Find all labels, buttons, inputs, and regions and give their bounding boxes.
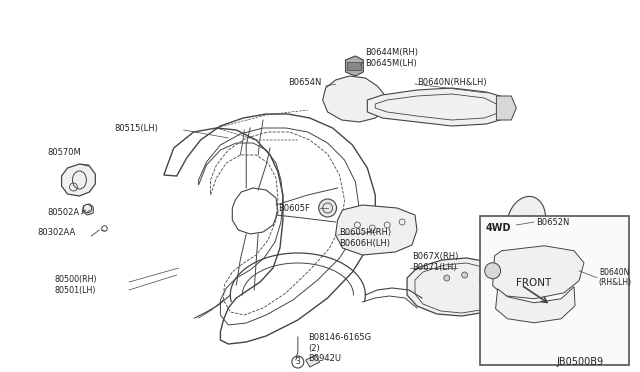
Text: B0640N(RH&LH): B0640N(RH&LH): [417, 77, 486, 87]
Polygon shape: [493, 246, 584, 299]
Ellipse shape: [507, 196, 545, 248]
Bar: [480, 216, 629, 365]
Circle shape: [319, 199, 337, 217]
Text: 80570M: 80570M: [47, 148, 81, 157]
Circle shape: [484, 263, 500, 279]
Polygon shape: [495, 287, 575, 323]
Circle shape: [444, 275, 450, 281]
Text: B0652N: B0652N: [536, 218, 570, 227]
Text: 3: 3: [296, 357, 300, 366]
Polygon shape: [367, 88, 511, 126]
Text: JB0500B9: JB0500B9: [557, 357, 604, 367]
Text: B0654N: B0654N: [288, 77, 321, 87]
Polygon shape: [83, 204, 93, 215]
Text: B0605F: B0605F: [278, 203, 310, 212]
Polygon shape: [335, 205, 417, 255]
Text: B0640N
(RH&LH): B0640N (RH&LH): [599, 268, 632, 288]
Circle shape: [479, 277, 486, 283]
Polygon shape: [497, 96, 516, 120]
Circle shape: [461, 272, 468, 278]
Text: 80502A: 80502A: [47, 208, 80, 217]
Text: B08146-6165G
(2)
B0942U: B08146-6165G (2) B0942U: [308, 333, 371, 363]
Text: 4WD: 4WD: [486, 223, 511, 233]
Polygon shape: [323, 76, 387, 122]
Text: 80515(LH): 80515(LH): [114, 124, 158, 132]
Text: FRONT: FRONT: [516, 278, 552, 288]
Text: B0605H(RH)
B0606H(LH): B0605H(RH) B0606H(LH): [340, 228, 392, 248]
Polygon shape: [306, 355, 320, 367]
Text: B0644M(RH)
B0645M(LH): B0644M(RH) B0645M(LH): [365, 48, 419, 68]
Text: 80500(RH)
80501(LH): 80500(RH) 80501(LH): [54, 275, 97, 295]
Polygon shape: [407, 258, 506, 316]
Polygon shape: [61, 164, 95, 196]
Text: 80302AA: 80302AA: [38, 228, 76, 237]
Polygon shape: [346, 56, 364, 76]
Polygon shape: [348, 62, 362, 70]
Text: B067X(RH)
B0671(LH): B067X(RH) B0671(LH): [412, 252, 458, 272]
